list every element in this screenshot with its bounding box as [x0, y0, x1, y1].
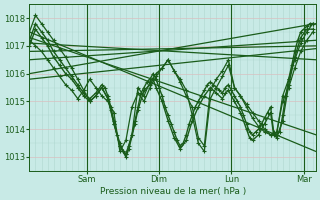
- X-axis label: Pression niveau de la mer( hPa ): Pression niveau de la mer( hPa ): [100, 187, 246, 196]
